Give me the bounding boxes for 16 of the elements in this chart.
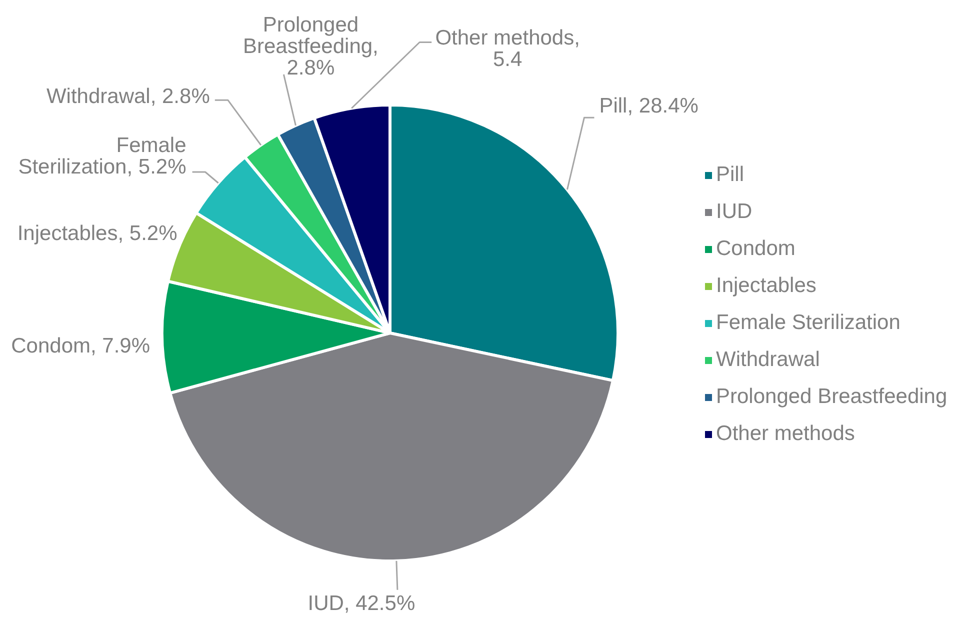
data-label: Pill, 28.4% bbox=[599, 94, 698, 118]
legend-label: Other methods bbox=[716, 422, 855, 445]
data-label: IUD, 42.5% bbox=[308, 591, 416, 614]
data-label: Female Sterilization, 5.2% bbox=[18, 134, 186, 178]
legend-label: Condom bbox=[716, 237, 796, 260]
legend-label: Pill bbox=[716, 163, 744, 186]
data-label: Other methods, 5.4 bbox=[435, 26, 580, 70]
data-label: Prolonged Breastfeeding, 2.8% bbox=[242, 12, 378, 79]
legend-label: Injectables bbox=[716, 274, 816, 297]
legend-label: IUD bbox=[716, 200, 752, 223]
data-label: Condom, 7.9% bbox=[11, 334, 150, 357]
legend-label: Female Sterilization bbox=[716, 311, 900, 334]
legend-label: Withdrawal bbox=[716, 348, 820, 371]
data-label: Withdrawal, 2.8% bbox=[46, 84, 210, 108]
data-label: Injectables, 5.2% bbox=[17, 221, 178, 244]
legend-label: Prolonged Breastfeeding bbox=[716, 385, 948, 408]
